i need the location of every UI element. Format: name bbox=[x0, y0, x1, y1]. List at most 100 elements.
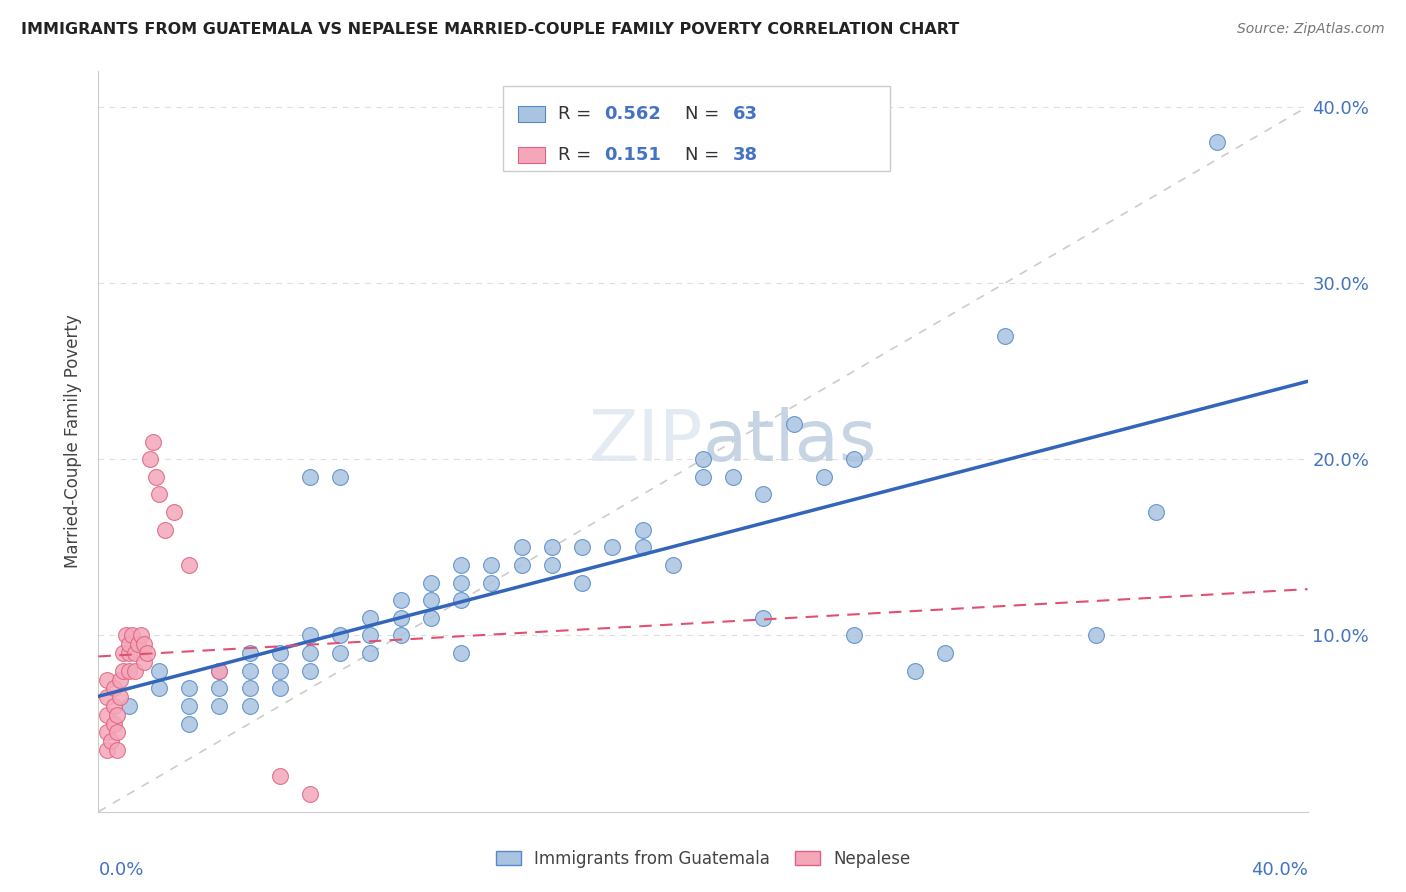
Point bbox=[118, 646, 141, 660]
Point bbox=[1144, 505, 1167, 519]
FancyBboxPatch shape bbox=[517, 106, 544, 122]
Point bbox=[540, 558, 562, 572]
Point bbox=[389, 593, 412, 607]
Y-axis label: Married-Couple Family Poverty: Married-Couple Family Poverty bbox=[65, 315, 83, 568]
Point bbox=[148, 681, 170, 696]
Point bbox=[124, 664, 146, 678]
Point bbox=[692, 470, 714, 484]
Point bbox=[540, 541, 562, 555]
Point bbox=[118, 698, 141, 713]
Point bbox=[329, 470, 352, 484]
Point bbox=[299, 470, 322, 484]
Point bbox=[105, 725, 128, 739]
Point bbox=[631, 523, 654, 537]
Point bbox=[208, 698, 231, 713]
Point bbox=[934, 646, 956, 660]
Point bbox=[329, 646, 352, 660]
Point bbox=[96, 673, 118, 687]
Text: ZIP: ZIP bbox=[589, 407, 703, 476]
Point bbox=[602, 541, 624, 555]
Point bbox=[239, 681, 262, 696]
Point bbox=[269, 769, 291, 783]
Point bbox=[783, 417, 806, 431]
Point bbox=[239, 646, 262, 660]
Point bbox=[105, 743, 128, 757]
Point bbox=[118, 637, 141, 651]
Point bbox=[329, 628, 352, 642]
Point bbox=[103, 681, 125, 696]
Point bbox=[96, 725, 118, 739]
Point bbox=[450, 558, 472, 572]
Point bbox=[239, 698, 262, 713]
Point bbox=[631, 541, 654, 555]
Point bbox=[481, 575, 503, 590]
Point bbox=[145, 470, 167, 484]
Point bbox=[100, 734, 122, 748]
Point bbox=[510, 541, 533, 555]
Point bbox=[360, 611, 382, 625]
Point bbox=[692, 452, 714, 467]
Point bbox=[752, 487, 775, 501]
Legend: Immigrants from Guatemala, Nepalese: Immigrants from Guatemala, Nepalese bbox=[489, 844, 917, 875]
Point bbox=[844, 628, 866, 642]
Point bbox=[114, 628, 136, 642]
Text: 0.0%: 0.0% bbox=[98, 861, 143, 880]
Text: 40.0%: 40.0% bbox=[1251, 861, 1308, 880]
Point bbox=[420, 575, 443, 590]
Point bbox=[153, 523, 176, 537]
Point bbox=[360, 628, 382, 642]
Point bbox=[299, 787, 322, 801]
Point bbox=[420, 611, 443, 625]
Point bbox=[121, 628, 143, 642]
Point bbox=[844, 452, 866, 467]
Point bbox=[450, 593, 472, 607]
Point bbox=[179, 558, 201, 572]
Point bbox=[661, 558, 683, 572]
Point bbox=[105, 707, 128, 722]
Text: R =: R = bbox=[558, 146, 603, 164]
Point bbox=[179, 681, 201, 696]
Point bbox=[208, 664, 231, 678]
Point bbox=[360, 646, 382, 660]
Text: 0.151: 0.151 bbox=[603, 146, 661, 164]
Point bbox=[269, 646, 291, 660]
Point bbox=[420, 593, 443, 607]
Text: N =: N = bbox=[685, 105, 725, 123]
Point bbox=[1085, 628, 1108, 642]
Point bbox=[103, 698, 125, 713]
Text: 63: 63 bbox=[734, 105, 758, 123]
Point bbox=[389, 628, 412, 642]
Point bbox=[111, 664, 134, 678]
Point bbox=[571, 541, 593, 555]
Point bbox=[103, 716, 125, 731]
Point bbox=[127, 637, 149, 651]
Point bbox=[752, 611, 775, 625]
FancyBboxPatch shape bbox=[517, 147, 544, 163]
Point bbox=[299, 664, 322, 678]
Point bbox=[148, 664, 170, 678]
Point bbox=[132, 637, 155, 651]
Point bbox=[208, 664, 231, 678]
Point bbox=[96, 743, 118, 757]
Point bbox=[269, 681, 291, 696]
FancyBboxPatch shape bbox=[503, 87, 890, 171]
Text: R =: R = bbox=[558, 105, 598, 123]
Point bbox=[124, 646, 146, 660]
Point bbox=[510, 558, 533, 572]
Text: Source: ZipAtlas.com: Source: ZipAtlas.com bbox=[1237, 22, 1385, 37]
Text: atlas: atlas bbox=[703, 407, 877, 476]
Point bbox=[389, 611, 412, 625]
Text: 0.562: 0.562 bbox=[603, 105, 661, 123]
Point bbox=[481, 558, 503, 572]
Point bbox=[299, 628, 322, 642]
Text: IMMIGRANTS FROM GUATEMALA VS NEPALESE MARRIED-COUPLE FAMILY POVERTY CORRELATION : IMMIGRANTS FROM GUATEMALA VS NEPALESE MA… bbox=[21, 22, 959, 37]
Point bbox=[450, 646, 472, 660]
Point bbox=[96, 690, 118, 705]
Point bbox=[111, 646, 134, 660]
Point bbox=[108, 690, 131, 705]
Point bbox=[179, 716, 201, 731]
Point bbox=[142, 434, 165, 449]
Point bbox=[132, 655, 155, 669]
Point bbox=[179, 698, 201, 713]
Point bbox=[299, 646, 322, 660]
